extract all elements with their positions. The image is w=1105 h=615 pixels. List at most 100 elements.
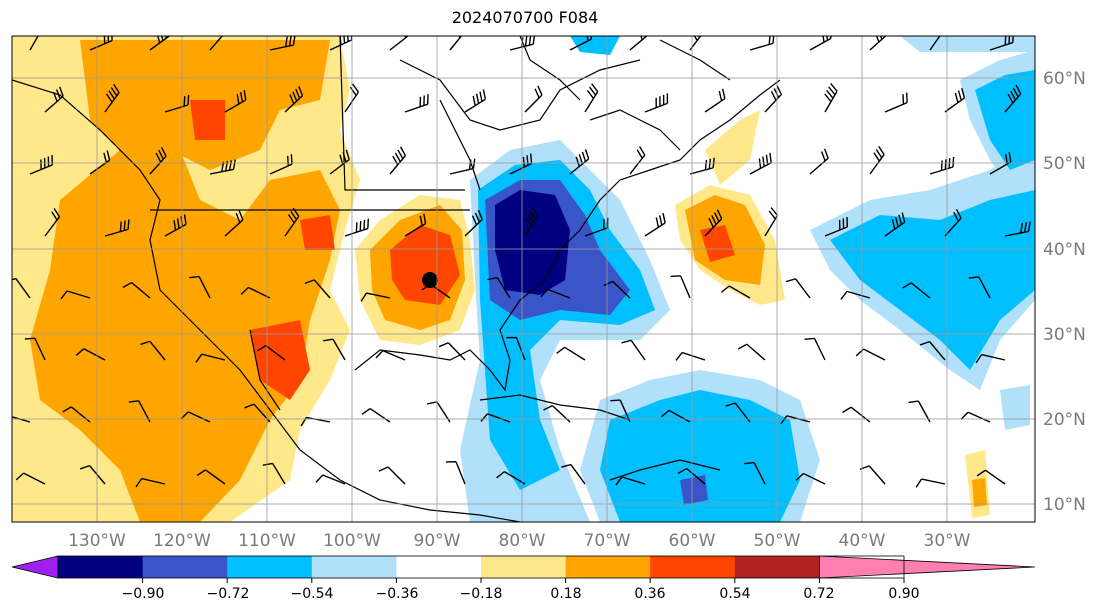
colorbar-label: −0.36 xyxy=(376,586,419,602)
wind-barb xyxy=(603,280,631,299)
wind-barb xyxy=(804,337,826,361)
wind-barb xyxy=(149,36,170,51)
longitude-labels: 130°W 120°W 110°W 100°W 90°W 80°W 70°W 6… xyxy=(68,531,971,551)
wind-barb xyxy=(824,83,838,113)
wind-barb xyxy=(660,409,691,423)
wind-barb xyxy=(737,343,766,361)
wind-barb xyxy=(561,463,586,485)
wind-barb xyxy=(240,286,271,299)
wind-barb xyxy=(122,281,151,299)
wind-barb xyxy=(12,277,31,299)
wind-barb xyxy=(209,36,224,51)
wind-barb xyxy=(677,467,706,485)
wind-barb xyxy=(556,346,586,361)
lat-label: 60°N xyxy=(1043,69,1086,89)
wind-barb xyxy=(744,461,766,485)
wind-barb xyxy=(15,472,46,485)
colorbar-segment xyxy=(565,556,651,578)
wind-barb xyxy=(361,407,391,423)
wind-barb xyxy=(135,477,166,488)
colorbar-segment xyxy=(481,556,567,578)
wind-barb xyxy=(944,88,966,113)
wind-barb xyxy=(795,472,826,485)
colorbar-label: −0.90 xyxy=(122,586,165,602)
wind-barb xyxy=(262,462,286,485)
wind-barb xyxy=(224,210,244,237)
wind-barb xyxy=(859,465,886,485)
lat-label: 20°N xyxy=(1043,410,1086,430)
coastlines xyxy=(12,36,781,522)
lon-label: 40°W xyxy=(839,531,886,551)
lat-label: 50°N xyxy=(1043,154,1086,174)
colorbar-label: 0.90 xyxy=(888,586,919,602)
wind-barb xyxy=(284,86,304,113)
colorbar-label: −0.18 xyxy=(460,586,503,602)
lon-label: 100°W xyxy=(323,531,381,551)
colorbar: −0.90 −0.72 −0.54 −0.36 −0.18 0.18 0.36 … xyxy=(11,555,1036,602)
colorbar-label: −0.72 xyxy=(207,586,250,602)
wind-barb xyxy=(1004,84,1022,113)
wind-barb xyxy=(378,466,406,485)
wind-barb xyxy=(621,339,646,361)
wind-barb xyxy=(24,337,46,361)
colorbar-label: 0.18 xyxy=(550,586,581,602)
lon-label: 50°W xyxy=(754,531,801,551)
negative-fill-atlantic xyxy=(570,36,1035,522)
wind-barb xyxy=(884,92,908,113)
wind-barb xyxy=(721,285,751,299)
lon-label: 130°W xyxy=(68,531,126,551)
wind-barb xyxy=(404,213,427,237)
wind-barb xyxy=(524,207,539,237)
colorbar-ticks xyxy=(142,578,905,583)
wind-barb xyxy=(919,340,946,361)
colorbar-label: 0.72 xyxy=(803,586,834,602)
wind-barb xyxy=(675,351,706,361)
wind-barb xyxy=(269,36,296,51)
wind-barb xyxy=(464,209,483,237)
wind-barb xyxy=(44,86,64,113)
wind-barb xyxy=(404,94,429,113)
wind-barb xyxy=(785,278,811,299)
wind-barb xyxy=(104,83,120,113)
colorbar-label: 0.54 xyxy=(719,586,750,602)
wind-barb xyxy=(902,282,931,299)
map-frame xyxy=(11,35,1036,523)
wind-barb xyxy=(824,216,848,237)
wind-barb xyxy=(840,290,871,300)
wind-barb xyxy=(929,36,941,51)
wind-barb xyxy=(196,469,226,485)
lon-label: 30°W xyxy=(924,531,971,551)
colorbar-segment xyxy=(650,556,736,578)
wind-barb xyxy=(569,36,593,51)
wind-barb xyxy=(584,217,609,237)
wind-barb xyxy=(506,336,526,361)
wind-barb xyxy=(975,353,1006,364)
wind-barb xyxy=(487,276,511,299)
wind-barb xyxy=(704,209,723,237)
wind-barb xyxy=(375,349,406,361)
wind-barb xyxy=(764,207,778,237)
colorbar-segment xyxy=(227,556,313,578)
wind-barb xyxy=(1004,221,1031,237)
wind-barb xyxy=(569,149,590,175)
wind-barb xyxy=(976,469,1006,485)
lon-label: 120°W xyxy=(153,531,211,551)
wind-barb xyxy=(968,276,991,299)
lon-label: 60°W xyxy=(669,531,716,551)
wind-barb xyxy=(884,212,906,237)
wind-barb xyxy=(809,148,829,175)
wind-barb xyxy=(224,90,247,113)
colorbar-label: 0.36 xyxy=(634,586,665,602)
colorbar-segments xyxy=(11,555,1036,579)
lon-label: 110°W xyxy=(238,531,296,551)
wind-barb xyxy=(764,85,782,113)
colorbar-segment xyxy=(734,556,820,578)
wind-barb xyxy=(323,338,346,361)
latitude-labels: 60°N 50°N 40°N 30°N 20°N 10°N xyxy=(1043,69,1086,515)
wind-barb xyxy=(189,275,211,299)
wind-barb xyxy=(44,208,61,237)
wind-barb xyxy=(615,476,646,486)
wind-barb xyxy=(704,88,726,113)
wind-barb xyxy=(344,218,370,237)
